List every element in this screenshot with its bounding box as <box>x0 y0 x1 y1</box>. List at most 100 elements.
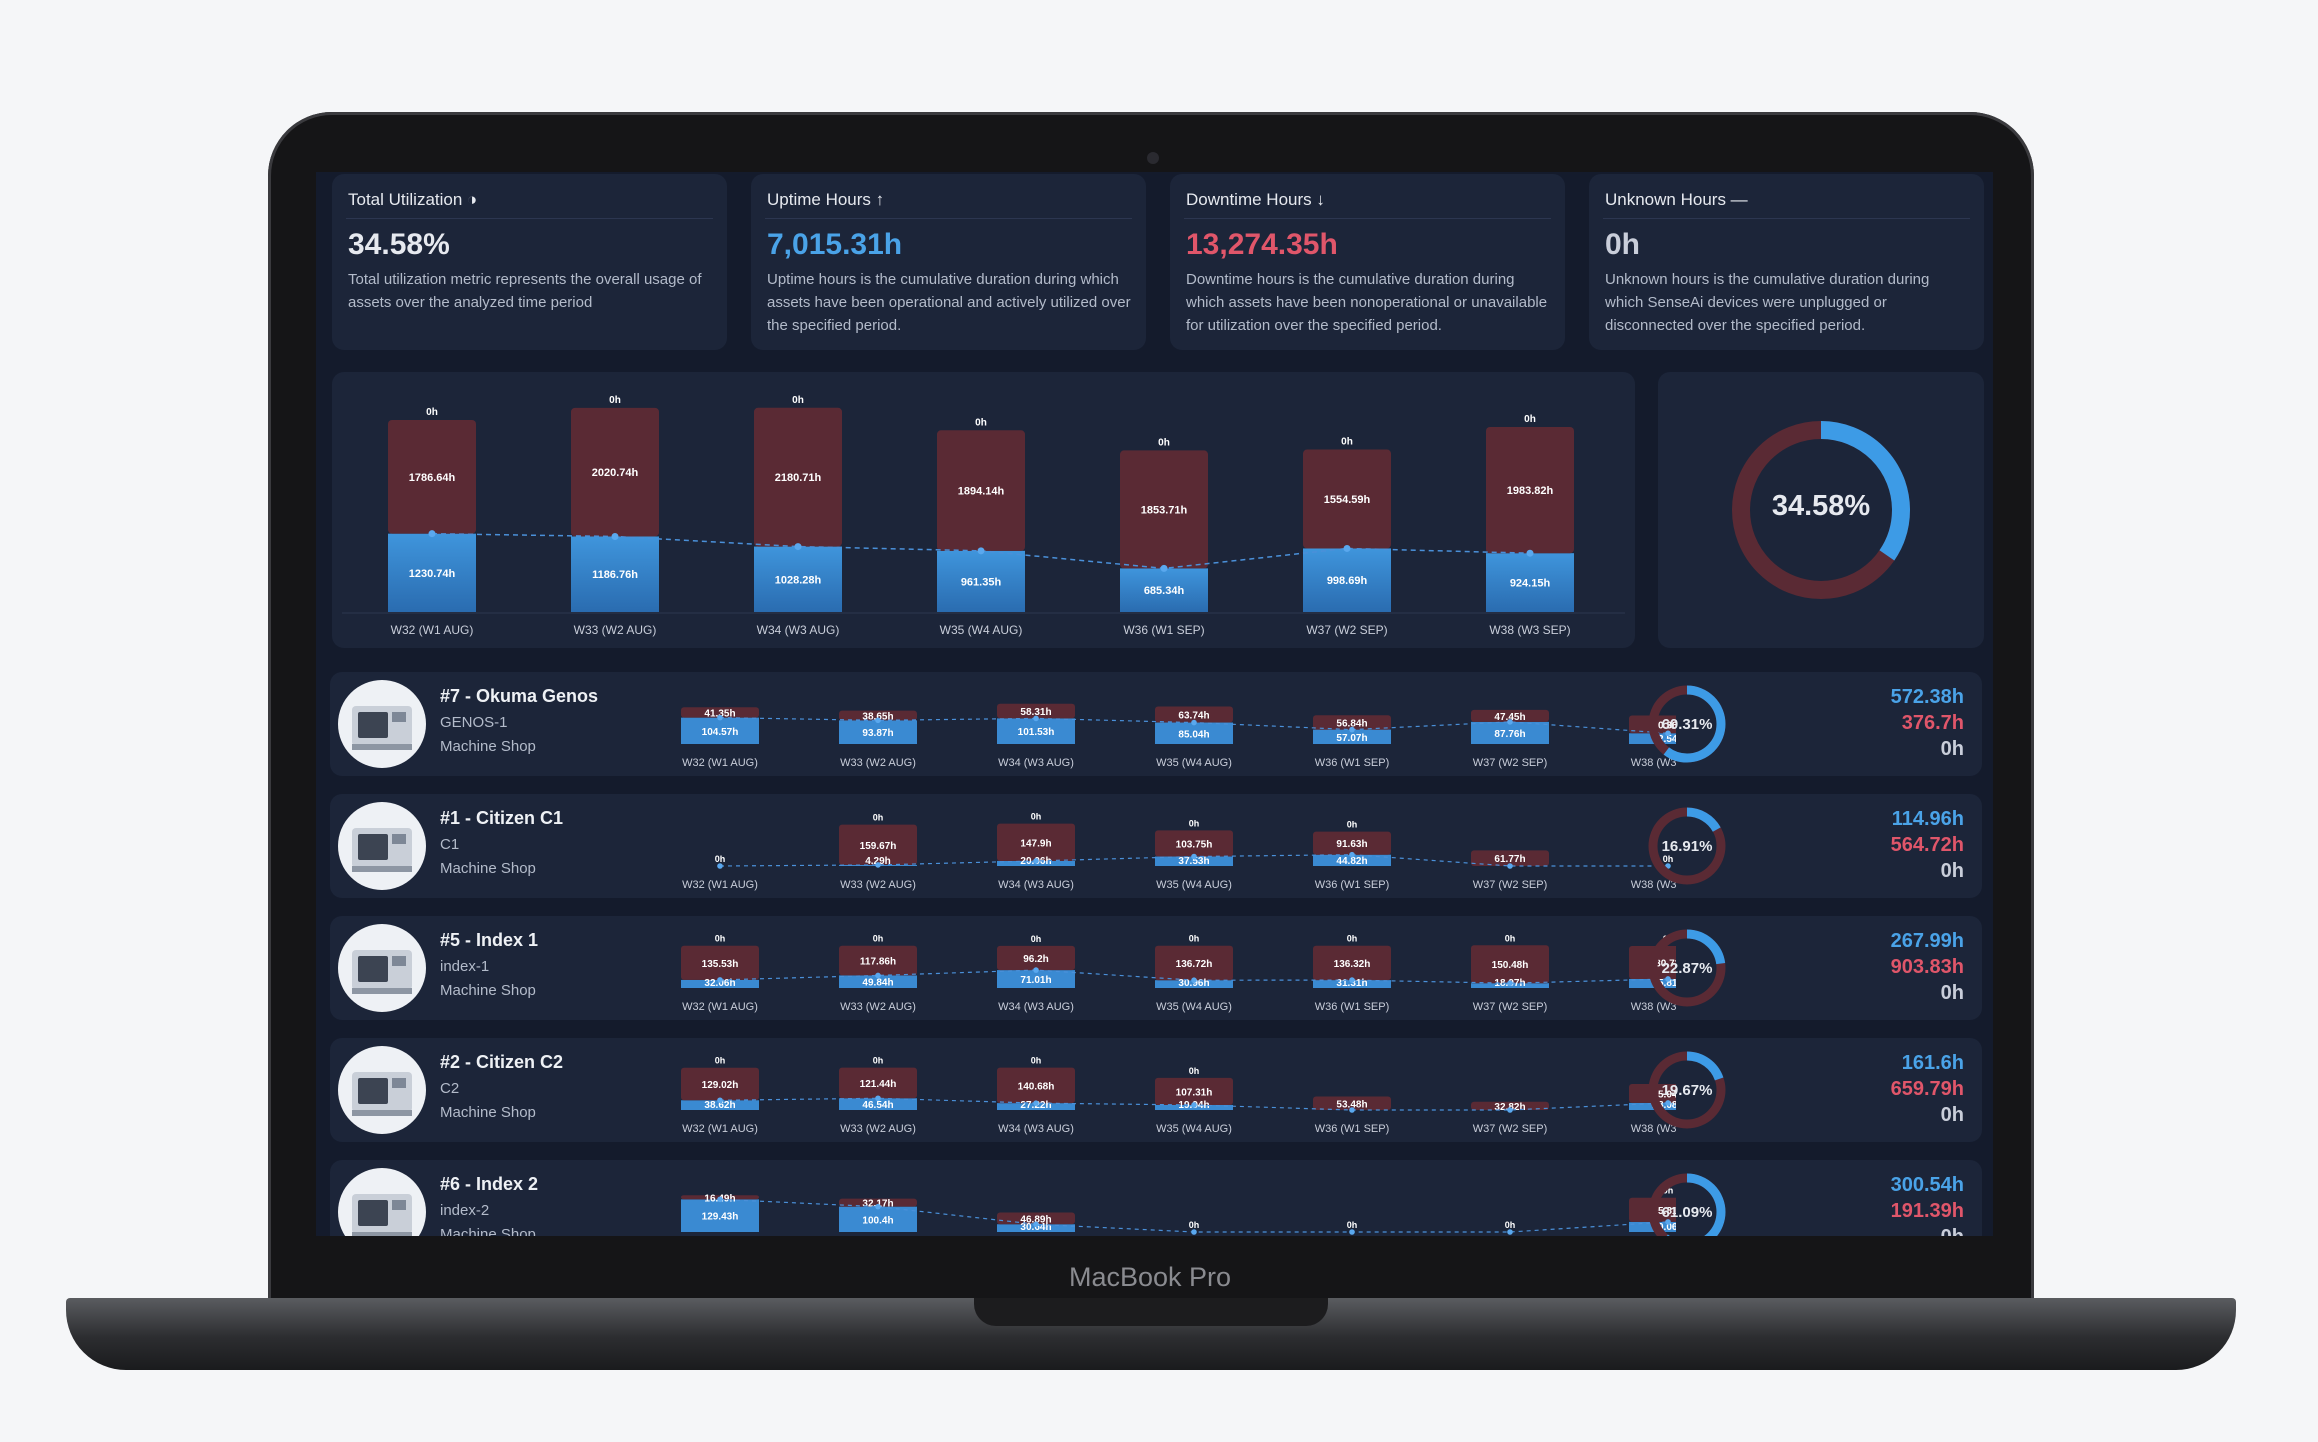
uptime-bar[interactable] <box>1155 722 1233 744</box>
trend-point[interactable] <box>1349 1107 1355 1113</box>
downtime-bar[interactable] <box>388 419 476 534</box>
trend-point[interactable] <box>1349 726 1355 733</box>
downtime-bar[interactable] <box>839 824 917 865</box>
uptime-bar[interactable] <box>681 717 759 744</box>
downtime-bar[interactable] <box>839 945 917 976</box>
machine-name[interactable]: #5 - Index 1 <box>440 930 539 950</box>
uptime-bar[interactable] <box>1120 568 1208 612</box>
trend-point[interactable] <box>1191 719 1197 726</box>
uptime-bar[interactable] <box>681 1100 759 1110</box>
downtime-bar[interactable] <box>1486 426 1574 554</box>
downtime-bar[interactable] <box>1471 1101 1549 1110</box>
trend-point[interactable] <box>1191 1102 1197 1108</box>
trend-point[interactable] <box>717 977 723 983</box>
trend-point[interactable] <box>1665 1100 1671 1106</box>
downtime-bar[interactable] <box>997 945 1075 971</box>
downtime-bar[interactable] <box>1313 715 1391 730</box>
machine-name[interactable]: #6 - Index 2 <box>440 1174 539 1194</box>
downtime-bar[interactable] <box>1155 1077 1233 1105</box>
downtime-bar[interactable] <box>571 407 659 537</box>
trend-point[interactable] <box>428 530 436 538</box>
machine-name[interactable]: #2 - Citizen C2 <box>440 1052 564 1072</box>
trend-point[interactable] <box>717 1097 723 1104</box>
trend-point[interactable] <box>875 862 881 868</box>
trend-point[interactable] <box>717 714 723 721</box>
uptime-bar[interactable] <box>388 533 476 612</box>
downtime-bar[interactable] <box>681 945 759 980</box>
trend-point[interactable] <box>1191 977 1197 983</box>
downtime-bar[interactable] <box>839 710 917 721</box>
downtime-bar[interactable] <box>1313 945 1391 981</box>
uptime-bar[interactable] <box>839 1206 917 1232</box>
uptime-bar[interactable] <box>1486 553 1574 612</box>
trend-point[interactable] <box>1526 549 1534 557</box>
trend-point[interactable] <box>1033 858 1039 864</box>
trend-point[interactable] <box>875 1095 881 1102</box>
downtime-bar[interactable] <box>1303 449 1391 549</box>
machine-row[interactable]: #2 - Citizen C2 C2 Machine Shop 38.62h 129… <box>330 1038 1982 1142</box>
uptime-bar[interactable] <box>997 718 1075 744</box>
uptime-bar[interactable] <box>681 979 759 988</box>
downtime-bar[interactable] <box>839 1198 917 1207</box>
uptime-bar[interactable] <box>571 536 659 612</box>
uptime-bar[interactable] <box>997 1103 1075 1110</box>
machine-name[interactable]: #1 - Citizen C1 <box>440 808 564 828</box>
trend-point[interactable] <box>1033 967 1039 973</box>
downtime-bar[interactable] <box>1155 706 1233 723</box>
trend-point[interactable] <box>717 1196 723 1203</box>
trend-point[interactable] <box>1349 1229 1355 1235</box>
downtime-bar[interactable] <box>754 407 842 547</box>
trend-point[interactable] <box>1665 730 1671 737</box>
uptime-bar[interactable] <box>839 720 917 744</box>
downtime-bar[interactable] <box>1155 830 1233 857</box>
machine-row[interactable]: #5 - Index 1 index-1 Machine Shop 32.06h 1… <box>330 916 1982 1020</box>
trend-point[interactable] <box>1191 853 1197 860</box>
uptime-bar[interactable] <box>997 1224 1075 1232</box>
trend-point[interactable] <box>611 532 619 540</box>
uptime-bar[interactable] <box>681 1199 759 1232</box>
trend-point[interactable] <box>1033 1221 1039 1228</box>
uptime-bar[interactable] <box>997 970 1075 988</box>
uptime-bar[interactable] <box>1155 980 1233 988</box>
downtime-bar[interactable] <box>681 707 759 718</box>
uptime-bar[interactable] <box>839 975 917 988</box>
uptime-bar[interactable] <box>839 1098 917 1110</box>
downtime-bar[interactable] <box>997 823 1075 861</box>
downtime-bar[interactable] <box>1471 945 1549 984</box>
downtime-bar[interactable] <box>1471 709 1549 722</box>
uptime-bar[interactable] <box>937 550 1025 612</box>
uptime-bar[interactable] <box>1313 980 1391 988</box>
trend-point[interactable] <box>1507 1107 1513 1113</box>
trend-point[interactable] <box>1343 544 1351 552</box>
trend-point[interactable] <box>875 972 881 979</box>
trend-point[interactable] <box>1507 980 1513 987</box>
trend-point[interactable] <box>1507 863 1513 869</box>
downtime-bar[interactable] <box>997 1212 1075 1225</box>
downtime-bar[interactable] <box>681 1067 759 1101</box>
trend-point[interactable] <box>1033 1100 1039 1106</box>
downtime-bar[interactable] <box>1155 945 1233 981</box>
trend-point[interactable] <box>1160 564 1168 572</box>
trend-point[interactable] <box>1349 851 1355 858</box>
trend-point[interactable] <box>1507 1229 1513 1235</box>
downtime-bar[interactable] <box>1313 1096 1391 1110</box>
trend-point[interactable] <box>1033 715 1039 722</box>
uptime-bar[interactable] <box>1313 854 1391 866</box>
downtime-bar[interactable] <box>1313 831 1391 855</box>
uptime-bar[interactable] <box>1303 548 1391 612</box>
uptime-bar[interactable] <box>1313 729 1391 744</box>
uptime-bar[interactable] <box>1471 721 1549 744</box>
downtime-bar[interactable] <box>839 1067 917 1099</box>
trend-point[interactable] <box>1665 1219 1671 1225</box>
trend-point[interactable] <box>1665 976 1671 982</box>
trend-point[interactable] <box>794 543 802 551</box>
uptime-bar[interactable] <box>754 546 842 612</box>
downtime-bar[interactable] <box>997 1067 1075 1104</box>
downtime-bar[interactable] <box>997 703 1075 719</box>
machine-row[interactable]: #6 - Index 2 index-2 Machine Shop 129.43h… <box>330 1160 1982 1236</box>
trend-point[interactable] <box>717 863 723 869</box>
machine-row[interactable]: #7 - Okuma Genos GENOS-1 Machine Shop 104… <box>330 672 1982 776</box>
machine-name[interactable]: #7 - Okuma Genos <box>440 686 599 706</box>
trend-point[interactable] <box>875 717 881 724</box>
trend-point[interactable] <box>977 547 985 555</box>
